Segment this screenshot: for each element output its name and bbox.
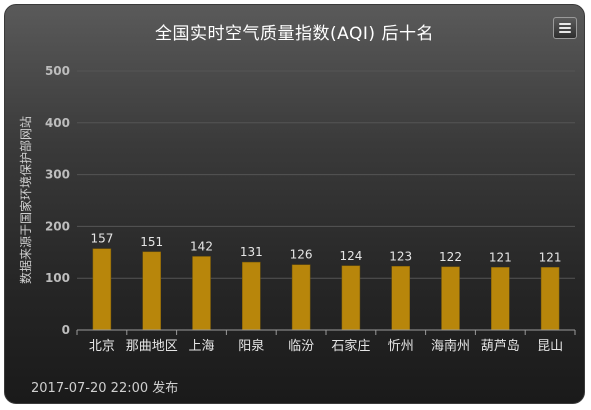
bar-4[interactable] xyxy=(242,261,261,331)
publish-time: 2017-07-20 22:00 发布 xyxy=(31,381,179,396)
bar-2[interactable] xyxy=(142,251,161,331)
data-label: 124 xyxy=(339,249,362,263)
x-axis-ticks: 北京 那曲地区 上海 阳泉 临汾 石家庄 忻州 海南州 葫芦岛 昆山 xyxy=(76,330,576,354)
y-tick-label: 0 xyxy=(62,323,70,337)
data-label: 121 xyxy=(489,250,512,264)
data-label: 142 xyxy=(190,239,213,253)
x-tick-label: 海南州 xyxy=(431,338,470,354)
x-tick-label: 临汾 xyxy=(288,339,314,354)
x-tick-label: 昆山 xyxy=(537,339,563,354)
bars xyxy=(92,248,560,331)
data-labels: 157 151 142 131 126 124 123 122 121 121 xyxy=(90,232,561,265)
bar-7[interactable] xyxy=(391,266,410,331)
y-tick-label: 200 xyxy=(45,219,70,233)
y-tick-label: 500 xyxy=(45,64,70,78)
data-label: 123 xyxy=(389,249,412,263)
data-label: 122 xyxy=(439,250,462,264)
y-tick-label: 300 xyxy=(45,168,70,182)
x-tick-label: 石家庄 xyxy=(331,338,370,354)
data-label: 131 xyxy=(240,245,263,259)
data-label: 151 xyxy=(140,235,163,249)
y-axis-label: 数据来源于国家环境保护部网站 xyxy=(18,116,33,284)
chart-title: 全国实时空气质量指数(AQI) 后十名 xyxy=(155,24,434,44)
data-label: 126 xyxy=(290,248,313,262)
x-tick-label: 上海 xyxy=(188,339,214,354)
y-axis-ticks: 0 100 200 300 400 500 xyxy=(45,64,70,337)
bar-5[interactable] xyxy=(291,264,311,331)
x-tick-label: 阳泉 xyxy=(238,338,264,354)
data-label: 121 xyxy=(539,250,562,264)
x-tick-label: 忻州 xyxy=(388,339,414,354)
menu-line-1 xyxy=(559,23,571,25)
menu-line-3 xyxy=(559,31,571,33)
bar-3[interactable] xyxy=(192,256,211,331)
data-label: 157 xyxy=(90,232,113,246)
menu-line-2 xyxy=(559,27,571,29)
bar-9[interactable] xyxy=(491,267,510,331)
bar-6[interactable] xyxy=(341,265,361,331)
bar-1[interactable] xyxy=(92,248,112,331)
y-tick-label: 100 xyxy=(45,271,70,285)
y-tick-label: 400 xyxy=(45,116,70,130)
x-tick-label: 北京 xyxy=(89,339,115,354)
x-tick-label: 那曲地区 xyxy=(126,339,178,354)
export-menu-button[interactable] xyxy=(553,17,577,39)
bar-10[interactable] xyxy=(540,267,560,331)
x-tick-label: 葫芦岛 xyxy=(481,338,520,354)
bar-8[interactable] xyxy=(441,266,460,331)
